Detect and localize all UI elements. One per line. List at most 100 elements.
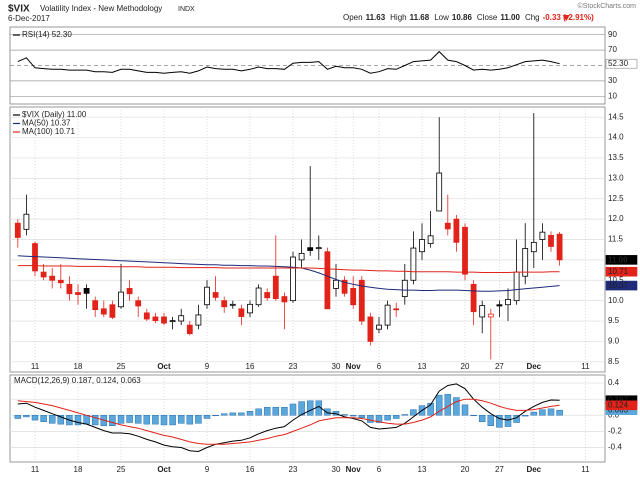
histogram-bar <box>547 408 555 416</box>
legend-entry: MA(50) 10.37 <box>22 119 71 128</box>
last-value-label: 11.00 <box>608 255 628 264</box>
index-name: Volatility Index - New Methodology <box>40 4 162 13</box>
x-tick-label: 11 <box>581 362 590 371</box>
histogram-bar <box>358 415 366 418</box>
y-tick-label: 8.5 <box>608 357 620 366</box>
candle-body <box>341 279 348 294</box>
candle-body <box>401 279 408 297</box>
candle-body <box>264 292 271 299</box>
histogram-bar <box>238 412 245 416</box>
date: 6-Dec-2017 <box>8 14 50 23</box>
y-tick-label: 70 <box>608 45 617 54</box>
y-tick-label: 13.0 <box>608 173 624 182</box>
candle-body <box>152 316 159 322</box>
x-tick-label: 9 <box>205 465 210 474</box>
candle-body <box>376 324 382 330</box>
y-tick-label: 14.0 <box>608 133 624 142</box>
copyright: ©StockCharts.com <box>578 2 637 10</box>
candle-body <box>66 283 73 295</box>
x-tick-label: 27 <box>495 465 504 474</box>
histogram-bar <box>478 415 486 422</box>
candle-body <box>109 304 116 318</box>
quote-label: Close <box>477 13 498 22</box>
y-tick-label: 12.0 <box>608 214 624 223</box>
panel: 90 70 30 10 RSI(14) 52.30 52.30 <box>9 26 638 105</box>
histogram-bar <box>349 415 357 417</box>
candle-body <box>479 305 486 318</box>
histogram-bar <box>91 415 99 426</box>
candle-body <box>427 235 434 244</box>
candle-body <box>126 288 133 295</box>
histogram-bar <box>177 415 185 424</box>
last-value-box <box>605 400 638 411</box>
last-value-label: 10.37 <box>608 281 629 290</box>
candle-body <box>14 222 21 238</box>
x-tick-label: 16 <box>246 362 255 371</box>
series-line <box>17 398 560 445</box>
last-value-label: 0.063 <box>608 406 629 415</box>
histogram-bar <box>401 414 409 416</box>
legend-entry: $VIX (Daily) 11.00 <box>22 110 87 119</box>
series-line <box>17 383 560 453</box>
quote-label: Chg <box>525 13 540 22</box>
x-tick-label: Dec <box>526 465 541 474</box>
y-tick-label: 14.5 <box>608 112 624 121</box>
y-tick-label: -0.2 <box>608 426 622 435</box>
panel: 0.40.20.0-0.2-0.4111825Oct9162330Nov6132… <box>9 374 638 474</box>
histogram-bar <box>427 402 434 416</box>
histogram-bar <box>367 415 374 423</box>
histogram-bar <box>169 415 176 426</box>
histogram-bar <box>160 415 168 426</box>
candle-body <box>221 300 228 308</box>
quote-value: 11.68 <box>410 13 430 22</box>
histogram-bar <box>220 413 228 416</box>
histogram-bar <box>384 415 391 421</box>
x-tick-label: 11 <box>31 362 40 371</box>
histogram-bar <box>255 408 262 416</box>
candle-body <box>186 324 193 335</box>
x-tick-label: 23 <box>289 465 298 474</box>
x-tick-label: 11 <box>581 465 590 474</box>
quote-label: Open <box>343 13 363 22</box>
histogram-bar <box>263 406 271 416</box>
candle-body <box>470 283 477 313</box>
candle-body <box>513 271 520 302</box>
histogram-bar <box>281 406 288 416</box>
candle-body <box>49 275 56 281</box>
quote-label: Low <box>434 13 449 22</box>
last-value-label: 0.124 <box>608 401 629 410</box>
x-tick-label: Oct <box>157 362 171 371</box>
candle-body <box>204 286 210 306</box>
candle-body <box>298 252 305 261</box>
quote: Open 11.63 High 11.68 Low 10.86 Close 11.00 Chg -… <box>343 13 594 22</box>
histogram-bar <box>530 411 538 416</box>
histogram-bar <box>229 412 237 416</box>
histogram-bar <box>57 415 65 425</box>
quote-label: High <box>390 13 406 22</box>
y-tick-label: 10.5 <box>608 275 624 284</box>
x-tick-label: 11 <box>31 465 40 474</box>
histogram-bar <box>126 415 133 423</box>
legend-entry: RSI(14) 52.30 <box>22 30 72 39</box>
down-arrow <box>562 15 570 21</box>
exchange: INDX <box>178 6 195 13</box>
legend-entry: MA(100) 10.71 <box>22 127 75 136</box>
histogram-bar <box>48 415 56 424</box>
y-tick-label: 11.5 <box>608 235 624 244</box>
candle-body <box>487 313 494 318</box>
histogram-bar <box>306 400 314 416</box>
candle-body <box>307 247 314 251</box>
x-tick-label: 25 <box>117 465 126 474</box>
candle-body <box>212 292 219 298</box>
candle-body <box>496 304 503 307</box>
candle-body <box>281 296 288 303</box>
x-tick-label: 25 <box>117 362 126 371</box>
candle-body <box>350 288 357 306</box>
plot-area <box>14 113 563 360</box>
candle-body <box>419 239 425 253</box>
candle-body <box>384 304 391 326</box>
histogram-bar <box>152 415 159 425</box>
histogram-bar <box>470 415 477 417</box>
last-value-box <box>605 280 638 291</box>
candle-body <box>436 172 443 212</box>
